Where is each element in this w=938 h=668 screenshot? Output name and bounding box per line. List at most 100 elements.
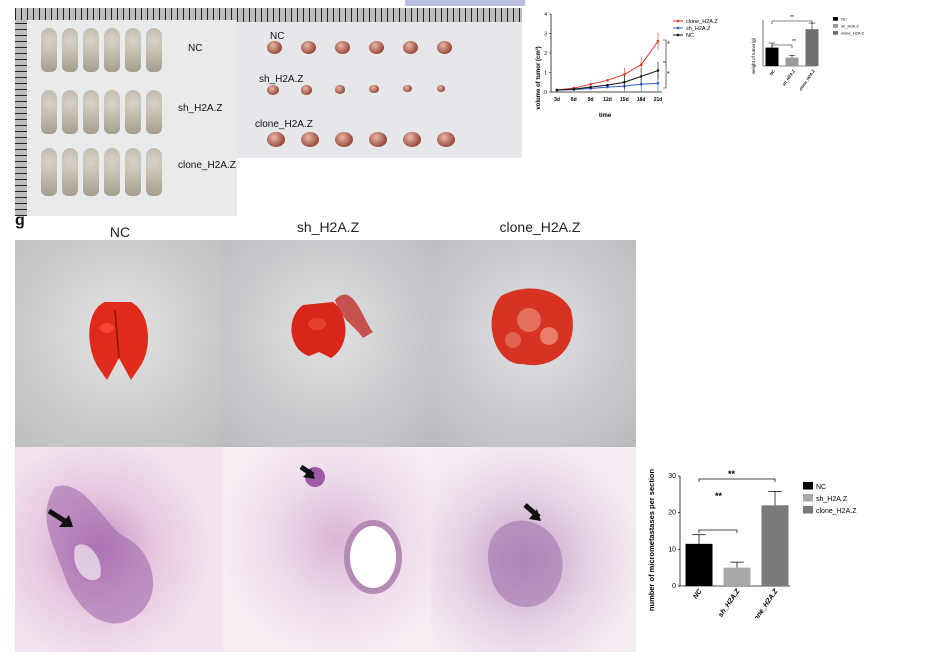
ruler-top: [15, 8, 237, 20]
col-label-nc: NC: [109, 224, 131, 240]
wb-legend-label: NC: [841, 17, 847, 22]
mb-ylabel: number of micrometastases per section: [647, 469, 656, 612]
mb-sig-bracket: [698, 529, 738, 533]
histology-nc-tissue: [46, 485, 154, 624]
tumor: [437, 41, 452, 54]
lc-legend-label: NC: [686, 33, 694, 39]
mouse: [125, 28, 141, 72]
mice-label-sh: sh_H2A.Z: [178, 103, 223, 114]
tumor: [437, 85, 445, 92]
mouse: [125, 90, 141, 134]
wb-bar: [785, 57, 799, 66]
mb-legend-swatch: [803, 506, 813, 514]
tumor: [267, 41, 282, 54]
mb-legend-swatch: [803, 494, 813, 502]
lc-ytick-label: 4: [544, 12, 547, 18]
mb-legend-label: clone_H2A.Z: [816, 508, 857, 515]
lc-ytick-label: 3: [544, 32, 547, 38]
mb-ytick-label: 0: [672, 583, 676, 590]
lc-point: [606, 85, 609, 89]
mouse: [146, 90, 162, 134]
lc-legend-marker: [676, 26, 680, 30]
lc-point: [606, 83, 609, 87]
mice-label-nc: NC: [188, 43, 203, 54]
tumor-weight-chart: NC sh_H2A.Z clone_H2A.ZNCsh_H2A.Zclone_H2A…: [751, 15, 865, 91]
wb-xtick-label: clone_H2A.Z: [798, 68, 816, 91]
tumor: [403, 132, 421, 148]
mouse: [41, 28, 57, 72]
tumor: [301, 41, 316, 54]
mouse: [62, 148, 78, 196]
wb-bar: [805, 29, 819, 66]
lc-point: [589, 85, 592, 89]
mouse: [104, 90, 120, 134]
mouse: [146, 148, 162, 196]
mice-label-clone: clone_H2A.Z: [178, 160, 236, 171]
mb-xtick-label: sh_H2A.Z: [717, 588, 742, 618]
wb-bar: [765, 47, 779, 66]
tumor: [403, 41, 418, 54]
mouse: [83, 148, 99, 196]
lc-ytick-label: 0: [544, 90, 547, 96]
lc-point: [606, 79, 609, 82]
mouse: [146, 28, 162, 72]
lc-point: [572, 87, 576, 91]
lc-point: [555, 88, 559, 92]
mb-ytick-label: 10: [668, 546, 676, 553]
mouse: [41, 90, 57, 134]
wb-sig-bracket: [771, 44, 793, 48]
wb-annot-2: **: [790, 15, 794, 21]
panel-letter-g: g: [15, 212, 25, 229]
lc-xtick-label: 12d: [603, 97, 612, 103]
tumor: [267, 132, 285, 148]
wb-legend-swatch: [833, 17, 838, 21]
lung-sh: [291, 294, 373, 358]
lc-sig-bracket: [663, 39, 667, 63]
mouse: [125, 148, 141, 196]
histology-nc: [15, 447, 223, 652]
lc-series-line: [556, 41, 659, 91]
tumor: [301, 85, 313, 95]
wb-legend-swatch: [833, 31, 838, 35]
mb-xtick-label: NC: [692, 587, 704, 600]
wb-xtick-label: NC: [768, 69, 775, 77]
histology-clone: [431, 447, 636, 652]
ruler-left: [15, 20, 27, 216]
lc-legend-marker: [676, 19, 680, 23]
lc-xtick-label: 21d: [654, 97, 663, 103]
lung-nc: [89, 302, 149, 380]
wb-annot-1: **: [792, 39, 796, 45]
tumor-label-nc: NC: [270, 31, 285, 42]
tumor: [437, 132, 455, 148]
lc-xtick-label: 15d: [620, 97, 629, 103]
lung-photo-clone: [431, 240, 636, 447]
mb-annot-2: **: [728, 469, 736, 479]
lc-xtick-label: 6d: [571, 97, 577, 103]
lc-ytick-label: 2: [544, 51, 547, 57]
tumor: [335, 41, 350, 54]
lc-xtick-label: 9d: [588, 97, 594, 103]
histology-sh: [223, 447, 431, 652]
mouse: [83, 90, 99, 134]
mb-ytick-label: 30: [668, 473, 676, 480]
lung-photo-sh: [223, 240, 431, 447]
mouse: [83, 28, 99, 72]
mb-legend-label: NC: [816, 484, 826, 491]
lc-ylabel: volume of tumor (cm³): [535, 46, 542, 109]
lc-legend-label: clone_H2A.Z: [686, 19, 718, 25]
lc-annot-2: *: [667, 71, 670, 78]
tumor-label-sh: sh_H2A.Z: [259, 74, 304, 85]
tumor: [369, 85, 379, 94]
lung-photo-nc: [15, 240, 223, 447]
lc-legend-marker: [676, 33, 680, 37]
mouse: [41, 148, 57, 196]
tumors-photo: NC sh_H2A.Z clone_H2A.Z: [237, 8, 522, 158]
tumor: [267, 85, 279, 96]
mb-legend-label: sh_H2A.Z: [816, 496, 848, 503]
wb-ylabel: weight of tumor(g): [751, 37, 756, 74]
lc-xlabel: time: [599, 113, 612, 119]
lc-legend-label: sh_H2A.Z: [686, 26, 711, 32]
ruler-top-2: [237, 8, 522, 22]
tumor: [335, 85, 346, 94]
lc-ytick-label: 1: [544, 71, 547, 77]
